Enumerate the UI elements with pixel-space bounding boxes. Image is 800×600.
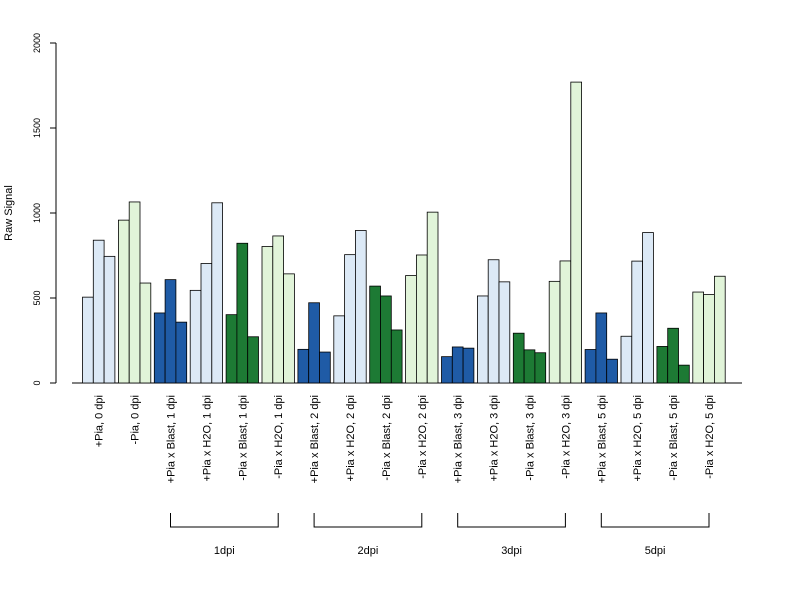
group-bracket [170,513,279,528]
category-label: +Pia x H2O, 5 dpi [632,395,644,482]
category-label: -Pia, 0 dpi [130,395,142,445]
y-axis: 0 500 1000 1500 2000 [32,33,57,386]
bar [595,312,608,384]
bar [82,296,94,384]
group-label: 5dpi [645,545,666,557]
bar [189,289,202,384]
bar [498,281,511,384]
category-label: -Pia x Blast, 3 dpi [525,395,537,481]
bar [175,321,188,384]
category-label: -Pia x H2O, 3 dpi [560,395,572,479]
bar [247,336,259,384]
bar [297,348,310,384]
bar [606,358,618,384]
bar [441,356,453,384]
bar [92,239,105,384]
bar [139,282,152,384]
bar [225,314,238,384]
y-tick-label: 500 [32,290,42,305]
bar [714,275,726,384]
y-axis-title: Raw Signal [3,185,15,241]
bar [261,246,274,384]
bar [559,260,572,384]
category-label: +Pia x H2O, 3 dpi [489,395,501,482]
bar [584,349,597,384]
category-labels: +Pia, 0 dpi -Pia, 0 dpi +Pia x Blast, 1 dp… [94,395,716,483]
category-label: -Pia x Blast, 2 dpi [381,395,393,481]
category-label: -Pia x Blast, 5 dpi [668,395,680,481]
bar [319,351,331,384]
bar [236,242,249,384]
bar [405,275,417,384]
bar [656,346,669,384]
bar [426,211,439,384]
group-label: 1dpi [214,545,235,557]
bar [692,291,704,384]
bar [128,201,141,384]
bar [548,280,561,384]
category-label: +Pia x Blast, 5 dpi [596,395,608,483]
category-label: +Pia x Blast, 3 dpi [453,395,465,483]
bar [703,294,715,384]
y-tick-label: 1500 [32,118,42,138]
category-label: -Pia x Blast, 1 dpi [237,395,249,481]
category-label: -Pia x H2O, 5 dpi [704,395,716,479]
bar [678,364,690,384]
bar [103,255,116,384]
group-bracket [313,513,423,528]
bar [283,273,295,384]
category-label: +Pia, 0 dpi [94,395,106,447]
bar [487,259,500,384]
y-tick-label: 2000 [32,33,42,53]
bar [534,352,547,384]
bar [118,219,130,384]
group-label: 2dpi [358,545,379,557]
bar [476,295,489,384]
bar [462,347,475,384]
category-label: +Pia x H2O, 1 dpi [201,395,213,482]
bar [354,230,367,384]
category-label: +Pia x Blast, 2 dpi [309,395,321,483]
bar [380,295,392,384]
category-label: -Pia x H2O, 2 dpi [417,395,429,479]
bar [308,302,320,384]
bar [200,263,213,384]
bar [620,335,633,384]
bar [272,235,284,384]
bar [667,327,679,384]
group-bracket [457,513,566,528]
category-label: +Pia x Blast, 1 dpi [166,395,178,483]
bar [333,315,345,384]
bar [153,312,166,384]
bar [570,81,582,384]
bar [344,254,356,384]
bar [390,329,403,384]
bar [211,202,224,384]
category-label: +Pia x H2O, 2 dpi [345,395,357,482]
bar [523,349,536,384]
group-brackets: 1dpi 2dpi 3dpi 5dpi [170,513,710,557]
group-label: 3dpi [501,545,522,557]
bar [369,285,381,384]
bars-layer [82,81,726,384]
category-label: -Pia x H2O, 1 dpi [273,395,285,479]
bar [631,260,643,384]
bar [642,232,654,384]
bar [451,346,464,384]
y-tick-label: 1000 [32,203,42,223]
group-bracket [600,513,710,528]
bar [512,332,525,384]
bar [415,254,428,384]
bar [164,279,177,384]
y-tick-label: 0 [32,380,42,385]
